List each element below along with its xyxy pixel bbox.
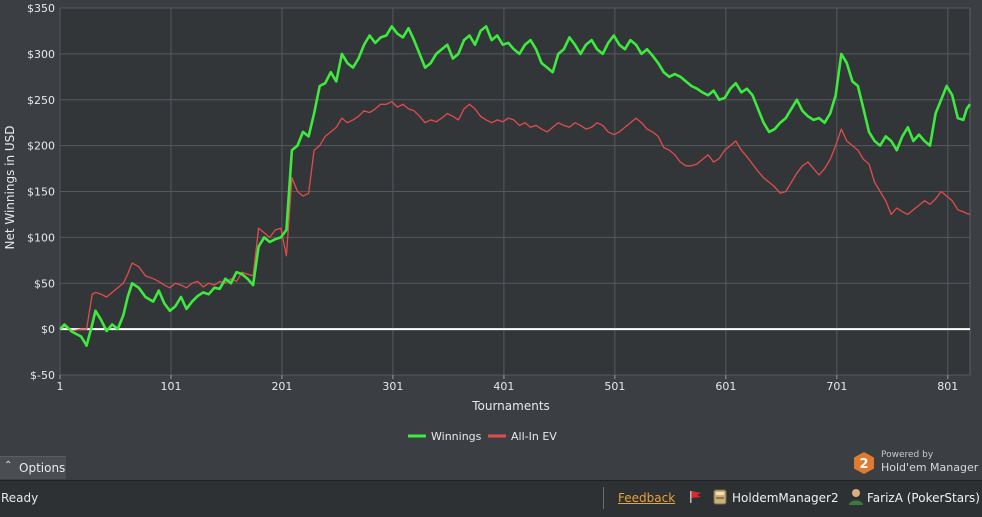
y-tick-label: $350 bbox=[27, 2, 55, 15]
winnings-chart: $-50 $0 $50 $100 $150 $200 $250 $300 $350 1 101 201… bbox=[3, 2, 972, 443]
x-tick-label: 1 bbox=[57, 380, 64, 393]
y-tick-label: $0 bbox=[41, 323, 55, 336]
options-label: Options bbox=[19, 461, 66, 475]
y-tick-label: $150 bbox=[27, 186, 55, 199]
status-bar: Ready Feedback HoldemManager2 FarizA (Po… bbox=[0, 480, 982, 517]
x-tick-label: 701 bbox=[826, 380, 847, 393]
x-tick-label: 201 bbox=[271, 380, 292, 393]
flag-icon[interactable] bbox=[688, 490, 702, 504]
powered-by-text: Powered by bbox=[881, 450, 934, 460]
database-icon[interactable] bbox=[713, 489, 727, 505]
x-tick-label: 501 bbox=[604, 380, 625, 393]
y-tick-label: $50 bbox=[34, 277, 55, 290]
chart-area: $-50 $0 $50 $100 $150 $200 $250 $300 $350 1 101 201… bbox=[3, 2, 972, 443]
chevron-up-icon: ⌃ bbox=[4, 460, 13, 471]
series-line-all-in-ev bbox=[59, 100, 971, 332]
player-icon[interactable] bbox=[848, 488, 864, 506]
legend-label: Winnings bbox=[431, 430, 482, 443]
y-axis-title: Net Winnings in USD bbox=[3, 125, 17, 249]
status-divider bbox=[603, 487, 604, 509]
powered-by-brand: Hold'em Manager bbox=[881, 461, 979, 474]
holdem-manager-logo-icon: 2 bbox=[854, 452, 874, 474]
y-tick-label: $200 bbox=[27, 140, 55, 153]
x-tick-label: 401 bbox=[493, 380, 514, 393]
player-label[interactable]: FarizA (PokerStars) bbox=[867, 491, 980, 505]
y-tick-label: $250 bbox=[27, 94, 55, 107]
legend-label: All-In EV bbox=[511, 430, 557, 443]
options-button[interactable]: ⌃ Options bbox=[0, 456, 66, 479]
logo-text: 2 bbox=[859, 457, 868, 472]
y-tick-label: $-50 bbox=[30, 369, 55, 382]
feedback-link[interactable]: Feedback bbox=[618, 491, 676, 505]
y-tick-label: $300 bbox=[27, 48, 55, 61]
database-label[interactable]: HoldemManager2 bbox=[732, 491, 839, 505]
status-text: Ready bbox=[1, 491, 39, 505]
series-line-winnings bbox=[59, 25, 972, 347]
x-tick-label: 101 bbox=[160, 380, 181, 393]
x-tick-label: 601 bbox=[715, 380, 736, 393]
y-tick-label: $100 bbox=[27, 231, 55, 244]
x-tick-label: 801 bbox=[937, 380, 958, 393]
x-axis-title: Tournaments bbox=[471, 399, 550, 413]
x-tick-label: 301 bbox=[382, 380, 403, 393]
powered-by-badge: 2 Powered by Hold'em Manager bbox=[852, 449, 982, 479]
